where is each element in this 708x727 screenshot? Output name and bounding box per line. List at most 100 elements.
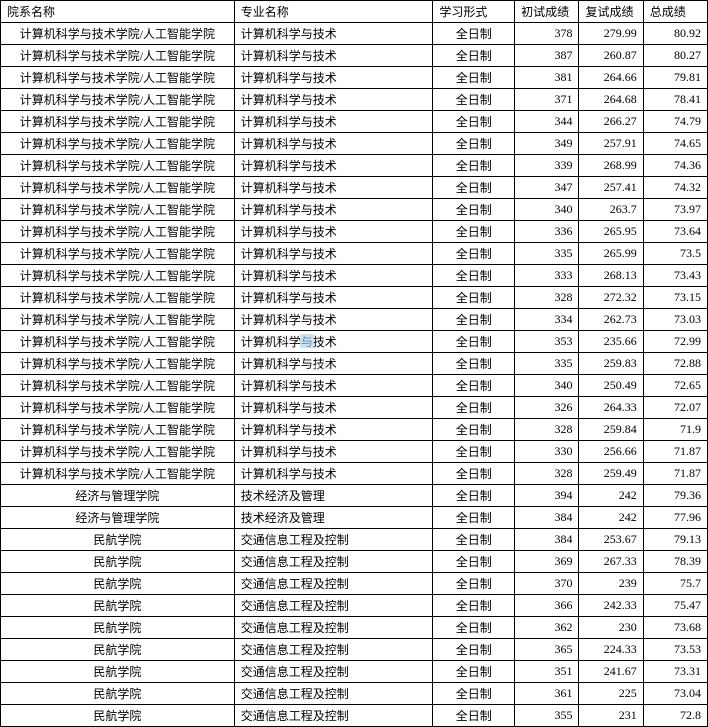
table-row: 计算机科学与技术学院/人工智能学院计算机科学与技术全日制335259.8372.… bbox=[1, 353, 708, 375]
cell-major: 计算机科学与技术 bbox=[234, 265, 433, 287]
cell-mode: 全日制 bbox=[433, 485, 515, 507]
cell-major: 计算机科学与技术 bbox=[234, 287, 433, 309]
table-row: 计算机科学与技术学院/人工智能学院计算机科学与技术全日制336265.9573.… bbox=[1, 221, 708, 243]
cell-retest: 225 bbox=[579, 683, 643, 705]
cell-major: 计算机科学与技术 bbox=[234, 397, 433, 419]
cell-major: 计算机科学与技术 bbox=[234, 221, 433, 243]
cell-prelim: 339 bbox=[515, 155, 579, 177]
cell-prelim: 369 bbox=[515, 551, 579, 573]
cell-major: 技术经济及管理 bbox=[234, 507, 433, 529]
cell-major: 计算机科学与技术 bbox=[234, 199, 433, 221]
table-row: 民航学院交通信息工程及控制全日制35523172.8 bbox=[1, 705, 708, 727]
cell-major: 计算机科学与技术 bbox=[234, 419, 433, 441]
cell-retest: 268.13 bbox=[579, 265, 643, 287]
cell-mode: 全日制 bbox=[433, 243, 515, 265]
cell-mode: 全日制 bbox=[433, 397, 515, 419]
cell-retest: 242.33 bbox=[579, 595, 643, 617]
cell-prelim: 340 bbox=[515, 375, 579, 397]
cell-prelim: 387 bbox=[515, 45, 579, 67]
table-body: 计算机科学与技术学院/人工智能学院计算机科学与技术全日制378279.9980.… bbox=[1, 23, 708, 727]
cell-major: 计算机科学与技术 bbox=[234, 375, 433, 397]
cell-prelim: 335 bbox=[515, 353, 579, 375]
cell-dept: 民航学院 bbox=[1, 573, 235, 595]
cell-mode: 全日制 bbox=[433, 441, 515, 463]
cell-total: 72.65 bbox=[643, 375, 707, 397]
score-table: 院系名称 专业名称 学习形式 初试成绩 复试成绩 总成绩 计算机科学与技术学院/… bbox=[0, 0, 708, 727]
cell-dept: 计算机科学与技术学院/人工智能学院 bbox=[1, 375, 235, 397]
cell-major: 交通信息工程及控制 bbox=[234, 705, 433, 727]
cell-dept: 计算机科学与技术学院/人工智能学院 bbox=[1, 309, 235, 331]
cell-total: 73.64 bbox=[643, 221, 707, 243]
cell-dept: 计算机科学与技术学院/人工智能学院 bbox=[1, 353, 235, 375]
cell-total: 80.92 bbox=[643, 23, 707, 45]
header-mode: 学习形式 bbox=[433, 1, 515, 23]
cell-major: 交通信息工程及控制 bbox=[234, 573, 433, 595]
cell-prelim: 353 bbox=[515, 331, 579, 353]
table-row: 民航学院交通信息工程及控制全日制351241.6773.31 bbox=[1, 661, 708, 683]
table-row: 民航学院交通信息工程及控制全日制365224.3373.53 bbox=[1, 639, 708, 661]
cell-dept: 计算机科学与技术学院/人工智能学院 bbox=[1, 265, 235, 287]
table-row: 计算机科学与技术学院/人工智能学院计算机科学与技术全日制353235.6672.… bbox=[1, 331, 708, 353]
cell-major: 技术经济及管理 bbox=[234, 485, 433, 507]
cell-total: 74.79 bbox=[643, 111, 707, 133]
cell-mode: 全日制 bbox=[433, 45, 515, 67]
table-row: 计算机科学与技术学院/人工智能学院计算机科学与技术全日制334262.7373.… bbox=[1, 309, 708, 331]
cell-mode: 全日制 bbox=[433, 155, 515, 177]
cell-dept: 民航学院 bbox=[1, 661, 235, 683]
cell-prelim: 384 bbox=[515, 507, 579, 529]
cell-retest: 264.33 bbox=[579, 397, 643, 419]
cell-total: 72.07 bbox=[643, 397, 707, 419]
cell-dept: 计算机科学与技术学院/人工智能学院 bbox=[1, 177, 235, 199]
cell-prelim: 381 bbox=[515, 67, 579, 89]
cell-total: 79.13 bbox=[643, 529, 707, 551]
cell-retest: 242 bbox=[579, 507, 643, 529]
cell-dept: 计算机科学与技术学院/人工智能学院 bbox=[1, 89, 235, 111]
cell-prelim: 394 bbox=[515, 485, 579, 507]
cell-prelim: 366 bbox=[515, 595, 579, 617]
cell-prelim: 365 bbox=[515, 639, 579, 661]
cell-total: 73.5 bbox=[643, 243, 707, 265]
table-row: 民航学院交通信息工程及控制全日制36122573.04 bbox=[1, 683, 708, 705]
cell-retest: 279.99 bbox=[579, 23, 643, 45]
cell-retest: 264.66 bbox=[579, 67, 643, 89]
cell-mode: 全日制 bbox=[433, 287, 515, 309]
table-row: 计算机科学与技术学院/人工智能学院计算机科学与技术全日制378279.9980.… bbox=[1, 23, 708, 45]
cell-major: 计算机科学与技术 bbox=[234, 177, 433, 199]
cell-major: 交通信息工程及控制 bbox=[234, 639, 433, 661]
cell-prelim: 370 bbox=[515, 573, 579, 595]
cell-total: 73.31 bbox=[643, 661, 707, 683]
table-row: 经济与管理学院技术经济及管理全日制38424277.96 bbox=[1, 507, 708, 529]
cell-total: 74.65 bbox=[643, 133, 707, 155]
cell-dept: 计算机科学与技术学院/人工智能学院 bbox=[1, 133, 235, 155]
cell-mode: 全日制 bbox=[433, 177, 515, 199]
cell-dept: 计算机科学与技术学院/人工智能学院 bbox=[1, 23, 235, 45]
cell-mode: 全日制 bbox=[433, 573, 515, 595]
cell-total: 74.32 bbox=[643, 177, 707, 199]
header-major: 专业名称 bbox=[234, 1, 433, 23]
header-retest: 复试成绩 bbox=[579, 1, 643, 23]
cell-total: 71.87 bbox=[643, 463, 707, 485]
cell-major: 计算机科学与技术 bbox=[234, 133, 433, 155]
cell-total: 73.15 bbox=[643, 287, 707, 309]
cell-retest: 239 bbox=[579, 573, 643, 595]
cell-mode: 全日制 bbox=[433, 419, 515, 441]
cell-major: 计算机科学与技术 bbox=[234, 441, 433, 463]
cell-mode: 全日制 bbox=[433, 331, 515, 353]
cell-prelim: 333 bbox=[515, 265, 579, 287]
cell-prelim: 328 bbox=[515, 287, 579, 309]
table-row: 计算机科学与技术学院/人工智能学院计算机科学与技术全日制371264.6878.… bbox=[1, 89, 708, 111]
cell-mode: 全日制 bbox=[433, 529, 515, 551]
header-dept: 院系名称 bbox=[1, 1, 235, 23]
cell-major: 计算机科学与技术 bbox=[234, 331, 433, 353]
cell-retest: 241.67 bbox=[579, 661, 643, 683]
cell-retest: 230 bbox=[579, 617, 643, 639]
table-row: 计算机科学与技术学院/人工智能学院计算机科学与技术全日制328259.8471.… bbox=[1, 419, 708, 441]
cell-total: 78.41 bbox=[643, 89, 707, 111]
cell-total: 72.99 bbox=[643, 331, 707, 353]
cell-retest: 235.66 bbox=[579, 331, 643, 353]
cell-retest: 267.33 bbox=[579, 551, 643, 573]
table-row: 民航学院交通信息工程及控制全日制37023975.7 bbox=[1, 573, 708, 595]
cell-total: 73.03 bbox=[643, 309, 707, 331]
cell-retest: 257.41 bbox=[579, 177, 643, 199]
cell-dept: 计算机科学与技术学院/人工智能学院 bbox=[1, 287, 235, 309]
